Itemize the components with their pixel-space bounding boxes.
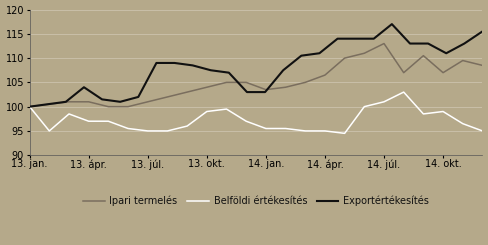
Legend: Ipari termelés, Belföldi értékesítés, Exportértékesítés: Ipari termelés, Belföldi értékesítés, Ex… xyxy=(79,192,433,210)
